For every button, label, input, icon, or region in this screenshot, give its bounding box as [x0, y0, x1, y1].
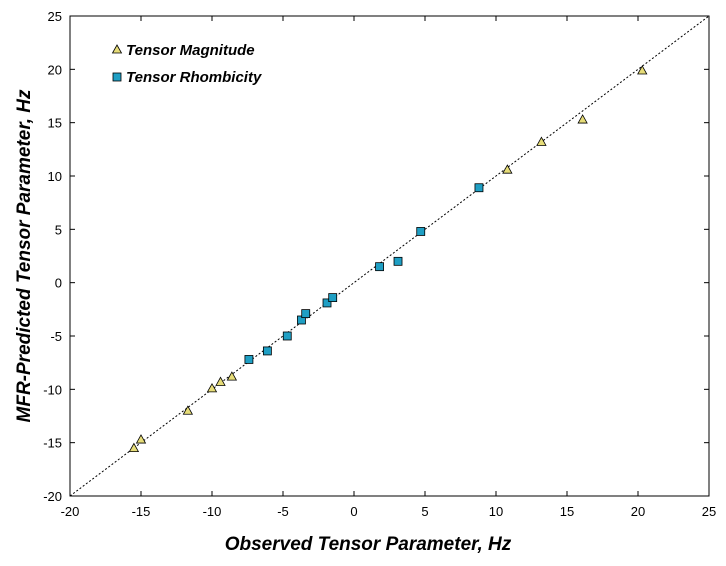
tensor-rhombicity-point — [282, 331, 292, 341]
legend-square-marker — [112, 72, 122, 82]
tensor-rhombicity-point — [301, 309, 311, 319]
legend-label-tensor-rhombicity: Tensor Rhombicity — [126, 69, 262, 86]
y-tick-label: -15 — [43, 436, 62, 451]
x-tick-label: -5 — [277, 504, 289, 519]
tensor-rhombicity-point — [375, 262, 384, 272]
legend: Tensor Magnitude Tensor Rhombicity — [111, 42, 262, 86]
y-tick-label: 20 — [48, 62, 62, 77]
y-tick-label: -10 — [43, 382, 62, 397]
legend-label-tensor-magnitude: Tensor Magnitude — [126, 42, 255, 59]
tensor-rhombicity-point — [474, 183, 484, 193]
tensor-magnitude-point — [577, 114, 588, 124]
tensor-rhombicity-point — [416, 227, 426, 236]
plot-frame — [69, 15, 710, 497]
x-tick-label: 10 — [489, 504, 503, 519]
y-tick-label: 5 — [55, 222, 62, 237]
tensor-magnitude-point — [536, 136, 547, 146]
reference-line-layer — [69, 15, 710, 497]
legend-item-tensor-magnitude: Tensor Magnitude — [111, 42, 255, 59]
y-tick-label: 15 — [48, 116, 62, 131]
x-axis-title: Observed Tensor Parameter, Hz — [225, 534, 512, 555]
x-tick-label: 0 — [350, 504, 357, 519]
legend-item-tensor-rhombicity: Tensor Rhombicity — [112, 69, 262, 86]
tensor-rhombicity-point — [328, 293, 338, 303]
tensor-rhombicity-point — [393, 256, 403, 266]
x-tick-label: 15 — [560, 504, 574, 519]
tensor-magnitude-point — [502, 164, 513, 174]
y-tick-label: -20 — [43, 489, 62, 504]
x-tick-label: 25 — [702, 504, 716, 519]
tick-layer: -20 -15 -10 -5 0 5 10 15 20 25 -20 -15 -10 -5 0 5 10 15 20… — [43, 9, 716, 519]
x-tick-label: 20 — [631, 504, 645, 519]
tensor-magnitude-point — [135, 434, 147, 444]
tensor-magnitude-point — [226, 371, 238, 381]
y-tick-label: 25 — [48, 9, 62, 24]
legend-triangle-marker — [111, 44, 123, 54]
tensor-rhombicity-point — [244, 355, 254, 364]
y-axis-title: MFR-Predicted Tensor Parameter, Hz — [14, 89, 35, 422]
identity-reference-line — [69, 15, 710, 497]
y-tick-label: 10 — [48, 169, 62, 184]
tensor-magnitude-point — [215, 376, 226, 386]
x-tick-label: 5 — [421, 504, 428, 519]
tensor-magnitude-point — [182, 405, 194, 415]
tensor-magnitude-point — [637, 65, 648, 75]
tensor-magnitude-point — [128, 442, 140, 453]
tensor-rhombicity-point — [322, 298, 332, 308]
y-tick-label: 0 — [55, 276, 62, 291]
tensor-magnitude-point — [206, 382, 218, 393]
y-tick-label: -5 — [50, 329, 62, 344]
x-tick-label: -20 — [61, 504, 80, 519]
points-layer — [128, 65, 648, 453]
x-tick-label: -15 — [132, 504, 151, 519]
tensor-rhombicity-point — [262, 346, 272, 356]
x-tick-label: -10 — [203, 504, 222, 519]
